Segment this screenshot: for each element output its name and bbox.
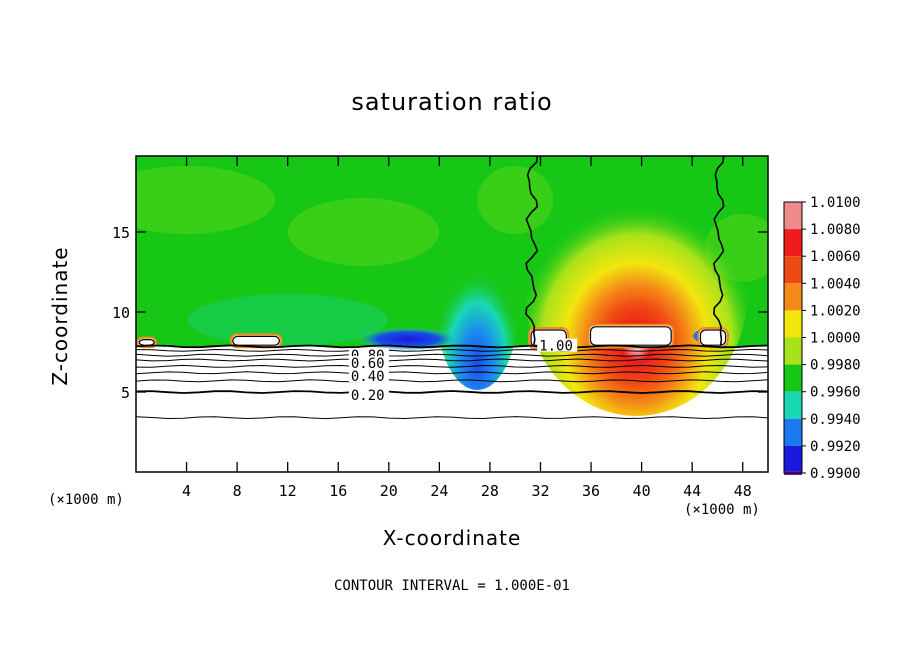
x-tick-label: 16 bbox=[329, 482, 347, 500]
colorbar-swatch bbox=[784, 256, 802, 284]
x-tick-label: 48 bbox=[734, 482, 752, 500]
colorbar-swatch bbox=[784, 283, 802, 311]
contour-line bbox=[135, 379, 769, 383]
colorbar-label: 0.9980 bbox=[810, 358, 861, 374]
cyan-band bbox=[187, 294, 388, 346]
x-tick-label: 20 bbox=[380, 482, 398, 500]
chart-title: saturation ratio bbox=[351, 88, 553, 116]
contour-label-bg bbox=[348, 369, 389, 382]
contour-line bbox=[135, 344, 769, 349]
x-tick-label: 12 bbox=[279, 482, 297, 500]
contour-line bbox=[135, 390, 769, 394]
plot-frame bbox=[135, 155, 769, 473]
colorbar-swatch bbox=[784, 310, 802, 338]
colorbar-legend: 1.0100 1.0080 1.0060 1.0040 1.0020 1.0000 0.99… bbox=[783, 195, 861, 482]
colorbar-label: 0.9960 bbox=[810, 385, 861, 401]
contour-line bbox=[135, 371, 769, 375]
x-unit-label-left: (×1000 m) bbox=[48, 492, 124, 508]
warm-plume bbox=[524, 160, 749, 416]
colorbar-label: 1.0000 bbox=[810, 331, 861, 347]
saturated-region-outline bbox=[232, 335, 280, 346]
x-tick-label: 28 bbox=[481, 482, 499, 500]
contour-label-bg bbox=[348, 356, 389, 370]
colorbar-label: 1.0060 bbox=[810, 249, 861, 265]
colorbar-label: 1.0040 bbox=[810, 276, 861, 292]
colorbar-label: 1.0080 bbox=[810, 222, 861, 238]
light-green-patch bbox=[287, 198, 440, 266]
contour-1-00-east bbox=[713, 156, 725, 346]
colorbar-label: 1.0100 bbox=[810, 195, 861, 211]
y-tick-label: 5 bbox=[121, 384, 130, 402]
y-tick-label: 10 bbox=[112, 304, 130, 322]
colorbar-swatch bbox=[784, 337, 802, 365]
contour-line bbox=[135, 348, 769, 352]
contour-line bbox=[135, 364, 769, 368]
x-tick-label: 40 bbox=[633, 482, 651, 500]
x-axis-label: X-coordinate bbox=[382, 526, 522, 550]
x-tick-label: 8 bbox=[233, 482, 242, 500]
contour-label-bg bbox=[348, 388, 389, 402]
x-tick-label: 44 bbox=[683, 482, 701, 500]
colorbar-swatch bbox=[784, 445, 802, 473]
x-tick-label: 36 bbox=[582, 482, 600, 500]
saturated-region bbox=[587, 323, 675, 349]
contour-line bbox=[135, 353, 769, 357]
colorbar-swatch bbox=[784, 229, 802, 257]
y-tick-label: 15 bbox=[112, 224, 130, 242]
saturated-region-outline bbox=[699, 329, 727, 346]
blue-plume bbox=[435, 218, 520, 390]
contour-interval-note: CONTOUR INTERVAL = 1.000E-01 bbox=[333, 578, 570, 594]
colorbar-label: 1.0020 bbox=[810, 303, 861, 319]
x-tick-label: 24 bbox=[430, 482, 448, 500]
contour-line bbox=[135, 358, 769, 362]
light-green-patch bbox=[477, 166, 553, 234]
colorbar-swatch bbox=[784, 391, 802, 419]
contour-label: 0.20 bbox=[351, 388, 385, 404]
x-tick-label: 32 bbox=[531, 482, 549, 500]
colorbar-swatch bbox=[784, 364, 802, 392]
contour-lines: 0.800.600.400.201.00 bbox=[135, 338, 769, 420]
contour-label: 1.00 bbox=[539, 339, 573, 355]
contour-label: 0.40 bbox=[351, 369, 385, 385]
light-green-patch bbox=[136, 166, 275, 234]
contour-label-bg bbox=[537, 338, 578, 352]
x-unit-label-right: (×1000 m) bbox=[684, 502, 760, 518]
contour-1-00-west bbox=[525, 156, 539, 346]
colorbar-label: 0.9940 bbox=[810, 412, 861, 428]
x-tick-label: 4 bbox=[182, 482, 191, 500]
contour-line bbox=[135, 416, 769, 420]
saturated-region-outline bbox=[589, 326, 672, 346]
colorbar-swatch bbox=[784, 418, 802, 446]
colorbar-label: 0.9920 bbox=[810, 439, 861, 455]
colorbar-label: 0.9900 bbox=[810, 466, 861, 482]
colorbar-swatch bbox=[784, 202, 802, 230]
saturation-field bbox=[136, 156, 768, 472]
contour-label: 0.60 bbox=[351, 356, 385, 372]
